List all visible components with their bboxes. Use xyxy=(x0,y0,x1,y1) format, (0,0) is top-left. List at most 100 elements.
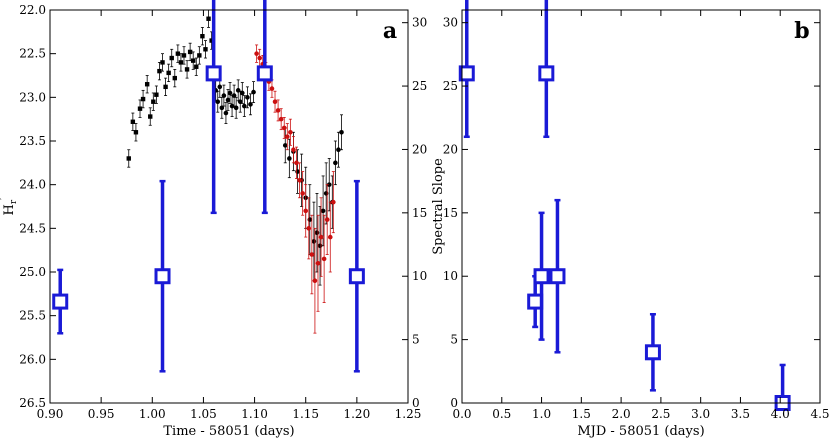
panel-a-mag-point xyxy=(294,160,299,166)
panel-b-x-axis-label: MJD - 58051 (days) xyxy=(577,424,704,439)
panel-a-mag-point xyxy=(200,34,205,39)
panel-a-frame xyxy=(49,9,409,404)
panel-b-y-tick-label: 30 xyxy=(443,16,458,30)
panel-a-mag-point xyxy=(324,217,330,222)
panel-a-x-tick-label: 1.20 xyxy=(343,407,370,421)
panel-a-left-y-axis-label-sub: r xyxy=(9,199,19,204)
panel-a-y-right-tick-label: 0 xyxy=(412,396,420,410)
panel-a-mag-point xyxy=(203,47,208,52)
panel-a-mag-point xyxy=(339,129,344,135)
panel-a-mag-point xyxy=(291,147,296,153)
panel-a-mag-point xyxy=(148,114,153,119)
panel-a-mag-point xyxy=(285,134,290,139)
panel-a-mag-point xyxy=(295,169,300,174)
panel-a-mag-point xyxy=(175,51,181,56)
panel-a-mag-point xyxy=(297,178,302,183)
panel-a-mag-point xyxy=(327,234,333,240)
panel-a-mag-point xyxy=(320,208,326,214)
panel-a-ticks: 0.90 0.95 1.00 1.05 1.10 1.15 1.20 1.25 22.0 22.5… xyxy=(19,3,427,421)
panel-a-y-right-tick-label: 15 xyxy=(412,206,427,220)
panel-a-light-curve: 0.90 0.95 1.00 1.05 1.10 1.15 1.20 1.25 22.0 22.5… xyxy=(0,0,446,439)
panel-a-x-axis-label: Time - 58051 (days) xyxy=(163,424,294,439)
panel-a-slope-point xyxy=(205,65,222,82)
panel-a-x-tick-label: 1.15 xyxy=(292,407,319,421)
panel-a-mag-point xyxy=(184,67,190,72)
panel-a-mag-point xyxy=(217,84,223,90)
panel-a-mag-point xyxy=(288,129,293,135)
panel-a-mag-point xyxy=(231,93,237,98)
panel-a-mag-point xyxy=(278,116,284,122)
panel-a-mag-point xyxy=(130,119,136,124)
panel-a-mag-point xyxy=(144,82,150,87)
panel-a-y-left-tick-label: 24.0 xyxy=(19,178,46,192)
panel-a-mag-point xyxy=(154,92,159,97)
panel-a-mag-point xyxy=(206,16,211,21)
panel-a-mag-point xyxy=(227,90,233,96)
panel-a-slope-point xyxy=(348,268,365,285)
panel-a-y-right-tick-label: 20 xyxy=(412,142,427,156)
panel-a-mag-point xyxy=(307,217,313,222)
panel-a-mag-point xyxy=(157,68,162,74)
panel-a-mag-point xyxy=(223,110,229,116)
panel-a-x-tick-label: 0.95 xyxy=(88,407,115,421)
panel-a-mag-point xyxy=(272,99,278,104)
panel-a-mag-point xyxy=(321,256,327,262)
panel-a-x-tick-label: 0.90 xyxy=(37,407,64,421)
panel-b-x-tick-label: 0.5 xyxy=(492,407,511,421)
panel-a-left-y-axis-label-sup: ′ xyxy=(0,197,10,200)
panel-b-slope-point xyxy=(644,344,661,361)
panel-a-y-right-tick-label: 10 xyxy=(412,269,427,283)
panel-b-slope-point xyxy=(549,268,566,285)
panel-a-mag-point xyxy=(251,89,256,95)
panel-a-mag-point xyxy=(229,103,235,109)
panel-b-x-tick-label: 2.0 xyxy=(612,407,631,421)
panel-a-mag-point xyxy=(209,38,214,43)
panel-b-x-tick-label: 4.5 xyxy=(810,407,829,421)
panel-b-slope-point xyxy=(538,65,555,82)
panel-a-mag-point xyxy=(336,147,341,153)
panel-b-x-tick-label: 3.0 xyxy=(691,407,710,421)
panel-b-x-tick-label: 4.0 xyxy=(771,407,790,421)
panel-a-slope-point xyxy=(154,268,171,285)
panel-a-y-left-tick-label: 23.0 xyxy=(19,90,46,104)
panel-b-y-tick-label: 5 xyxy=(450,333,458,347)
panel-b-slope-point xyxy=(527,293,544,310)
panel-b-slope-point xyxy=(533,268,550,285)
panel-b-x-tick-label: 3.5 xyxy=(731,407,750,421)
panel-a-left-y-axis-label: Hr′ xyxy=(0,197,19,216)
panel-a-mag-point xyxy=(254,51,259,56)
panel-a-mag-point xyxy=(326,182,332,187)
panel-b-x-tick-label: 2.5 xyxy=(651,407,670,421)
panel-a-mag-point xyxy=(311,239,317,244)
panel-a-mag-point xyxy=(309,252,315,257)
panel-a-right-y-axis-label: Spectral Slope xyxy=(431,158,446,255)
panel-a-mag-point xyxy=(242,103,247,109)
panel-b-x-tick-label: 1.0 xyxy=(532,407,551,421)
panel-b-ticks: 0.0 0.5 1.0 1.5 2.0 2.5 3.0 3.5 4.0 4.5 0 5 10 15 20 25… xyxy=(443,10,830,421)
panel-a-mag-point xyxy=(269,86,275,91)
panel-a-mag-point xyxy=(160,60,165,65)
panel-a-mag-point xyxy=(257,55,262,61)
panel-a-mag-point xyxy=(312,278,318,284)
panel-a-mag-point xyxy=(239,90,245,96)
panel-a-mag-point xyxy=(163,84,168,90)
panel-a-mag-point xyxy=(318,234,324,240)
panel-a-slope-point xyxy=(256,65,273,82)
panel-a-x-tick-label: 1.00 xyxy=(139,407,166,421)
panel-a-mag-point xyxy=(331,199,336,205)
panel-a-mag-point xyxy=(151,99,156,104)
panel-a-y-left-tick-label: 26.5 xyxy=(19,396,46,410)
panel-a-mag-point xyxy=(181,53,187,58)
panel-a-y-left-tick-label: 23.5 xyxy=(19,134,46,148)
panel-a-mag-point xyxy=(140,96,146,102)
panel-b-y-tick-label: 0 xyxy=(450,396,458,410)
panel-a-y-right-tick-label: 5 xyxy=(412,333,420,347)
panel-b-y-tick-label: 10 xyxy=(443,269,458,283)
panel-b-y-tick-label: 25 xyxy=(443,79,458,93)
panel-a-mag-point xyxy=(137,106,143,111)
panel-a-x-tick-label: 1.10 xyxy=(241,407,268,421)
panel-b-data-layer xyxy=(458,0,791,411)
panel-a-y-left-tick-label: 25.5 xyxy=(19,309,46,323)
panel-a-mag-point xyxy=(237,99,243,104)
